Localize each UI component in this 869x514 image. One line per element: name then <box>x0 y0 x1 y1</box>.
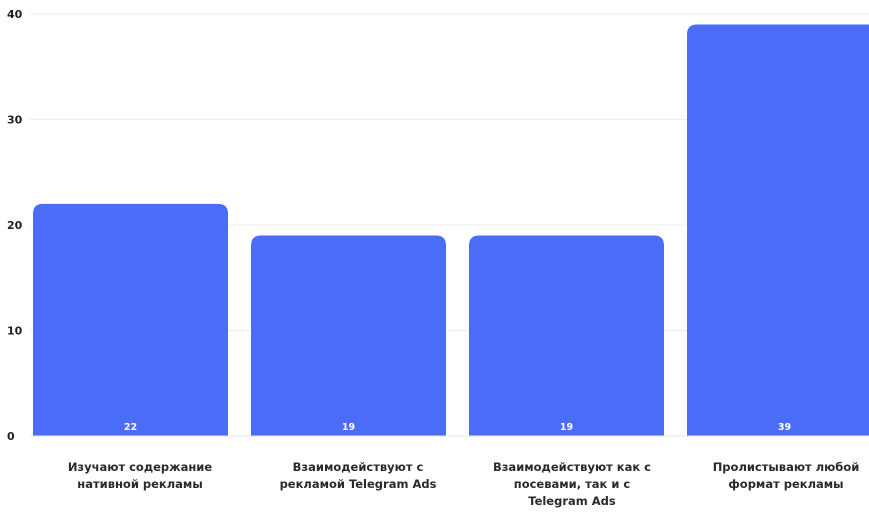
bar-2 <box>251 235 446 436</box>
y-tick-label-30: 30 <box>7 114 23 127</box>
y-tick-label-0: 0 <box>7 430 15 443</box>
x-tick-label-line: Взаимодействуют как с <box>493 460 651 474</box>
bar-3 <box>469 235 664 436</box>
x-tick-label-line: Взаимодействуют с <box>293 460 424 474</box>
x-tick-label-line: рекламой Telegram Ads <box>280 477 437 491</box>
x-tick-label-1: Изучают содержание нативной рекламы <box>68 460 213 491</box>
x-tick-label-line: Telegram Ads <box>528 494 616 508</box>
x-tick-label-line: Пролистывают любой <box>713 460 860 474</box>
y-tick-label-10: 10 <box>7 325 23 338</box>
x-tick-label-line: посевами, так и с <box>514 477 631 491</box>
data-label-3: 19 <box>560 422 573 433</box>
y-tick-label-20: 20 <box>7 219 23 232</box>
x-tick-label-3: Взаимодействуют как с посевами, так и с Te… <box>493 460 651 508</box>
data-label-4: 39 <box>778 422 791 433</box>
x-tick-label-line: Изучают содержание <box>68 460 213 474</box>
data-label-2: 19 <box>342 422 355 433</box>
x-tick-label-line: нативной рекламы <box>77 477 202 491</box>
y-tick-label-40: 40 <box>7 8 23 21</box>
x-tick-label-line: формат рекламы <box>728 477 843 491</box>
x-tick-label-4: Пролистывают любой формат рекламы <box>713 460 860 491</box>
bar-4 <box>687 24 869 436</box>
data-label-1: 22 <box>124 422 137 433</box>
x-tick-label-2: Взаимодействуют с рекламой Telegram Ads <box>280 460 437 491</box>
bar-1 <box>33 203 228 436</box>
